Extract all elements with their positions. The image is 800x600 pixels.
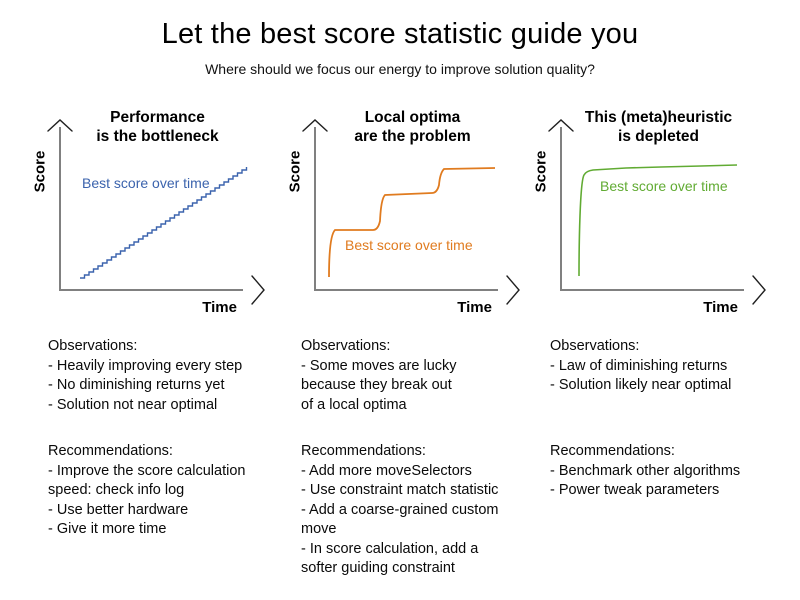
x-axis-label: Time: [202, 299, 237, 316]
y-axis-label: Score: [286, 150, 304, 193]
chart-plot: [47, 119, 265, 305]
page-title: Let the best score statistic guide you: [161, 18, 639, 50]
x-axis-arrow-icon: [752, 275, 766, 305]
chart-title-line1: Performance: [110, 109, 205, 126]
chart-title-line1: This (meta)heuristic: [584, 109, 733, 126]
recommendation-line: - Add more moveSelectors: [301, 462, 472, 479]
y-axis-label: Score: [532, 150, 550, 193]
page-subtitle: Where should we focus our energy to impr…: [205, 61, 595, 77]
recommendations-title: Recommendations:: [550, 443, 675, 459]
series-line-staircase: [80, 167, 248, 279]
series-label: Best score over time: [600, 178, 728, 194]
notes-performance: Observations: - Heavily improving every …: [48, 337, 296, 577]
y-axis-arrow-icon: [548, 119, 574, 132]
recommendation-line: - Power tweak parameters: [550, 482, 720, 498]
recommendation-line: move: [301, 521, 337, 537]
recommendations-title: Recommendations:: [301, 443, 426, 459]
observation-line: - Heavily improving every step: [48, 357, 243, 374]
recommendation-line: - Use better hardware: [48, 501, 189, 518]
series-label: Best score over time: [82, 175, 210, 191]
chart-title-line2: is depleted: [618, 128, 699, 145]
observations-title: Observations:: [48, 338, 138, 354]
x-axis-label: Time: [457, 299, 492, 316]
y-axis-label: Score: [31, 150, 49, 193]
chart-title: Performance is the bottleneck: [40, 108, 275, 146]
y-axis-arrow-icon: [302, 119, 328, 132]
chart-plot: [548, 119, 766, 305]
observations-title: Observations:: [550, 338, 640, 354]
notes-depleted: Observations: - Law of diminishing retur…: [550, 337, 798, 577]
series-label: Best score over time: [345, 237, 473, 253]
observations-block: Observations: - Some moves are lucky bec…: [301, 337, 549, 415]
chart-title-line2: are the problem: [354, 128, 471, 145]
recommendation-line: - Give it more time: [48, 521, 167, 537]
recommendations-block: Recommendations: - Improve the score cal…: [48, 442, 296, 540]
chart-title-line2: is the bottleneck: [96, 128, 219, 145]
recommendation-line: - Improve the score calculation: [48, 462, 246, 479]
chart-title-line1: Local optima: [364, 109, 461, 126]
recommendation-line: speed: check info log: [48, 482, 185, 498]
observation-line: - Solution not near optimal: [48, 396, 218, 413]
series-line-diminishing: [578, 164, 738, 277]
observation-line: of a local optima: [301, 396, 407, 413]
recommendation-line: - Use constraint match statistic: [301, 482, 499, 498]
chart-plot: [302, 119, 520, 305]
recommendation-line: softer guiding constraint: [301, 560, 455, 576]
observations-title: Observations:: [301, 338, 391, 354]
recommendation-line: - Add a coarse-grained custom: [301, 501, 499, 518]
x-axis-arrow-icon: [251, 275, 265, 305]
chart-local-optima: Local optima are the problem Score Time …: [287, 108, 530, 326]
observations-block: Observations: - Law of diminishing retur…: [550, 337, 798, 396]
chart-title: This (meta)heuristic is depleted: [541, 108, 776, 146]
observation-line: - Solution likely near optimal: [550, 377, 732, 393]
series-line-plateaus: [328, 167, 496, 278]
chart-title: Local optima are the problem: [295, 108, 530, 146]
x-axis-label: Time: [703, 299, 738, 316]
recommendation-line: - Benchmark other algorithms: [550, 462, 741, 479]
notes-local-optima: Observations: - Some moves are lucky bec…: [301, 337, 549, 577]
observation-line: because they break out: [301, 377, 452, 393]
recommendations-block: Recommendations: - Add more moveSelector…: [301, 442, 549, 579]
recommendation-line: - In score calculation, add a: [301, 540, 479, 557]
recommendations-block: Recommendations: - Benchmark other algor…: [550, 442, 798, 501]
y-axis-arrow-icon: [47, 119, 73, 132]
recommendations-title: Recommendations:: [48, 443, 173, 459]
chart-performance-bottleneck: Performance is the bottleneck Score Time…: [32, 108, 275, 326]
observation-line: - No diminishing returns yet: [48, 377, 225, 393]
observation-line: - Law of diminishing returns: [550, 357, 728, 374]
chart-heuristic-depleted: This (meta)heuristic is depleted Score T…: [533, 108, 776, 326]
observation-line: - Some moves are lucky: [301, 357, 457, 374]
observations-block: Observations: - Heavily improving every …: [48, 337, 296, 415]
x-axis-arrow-icon: [506, 275, 520, 305]
